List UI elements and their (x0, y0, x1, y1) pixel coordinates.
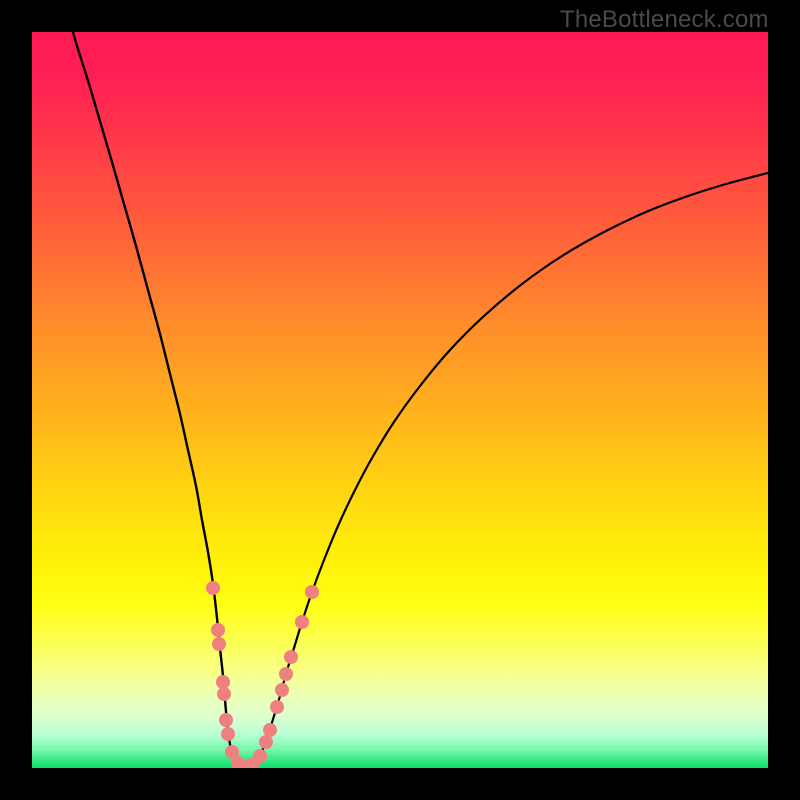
marker-dot (217, 687, 231, 701)
marker-dot (275, 683, 289, 697)
plot-area (32, 32, 768, 768)
marker-dot (305, 585, 319, 599)
marker-dot (212, 637, 226, 651)
marker-dot (253, 749, 267, 763)
marker-dot (221, 727, 235, 741)
marker-dot (206, 581, 220, 595)
curve-right (245, 173, 768, 768)
watermark-text: TheBottleneck.com (560, 6, 769, 34)
canvas-root: TheBottleneck.com (0, 0, 800, 800)
marker-dot (259, 735, 273, 749)
marker-dot (284, 650, 298, 664)
marker-dot (263, 723, 277, 737)
marker-dot (270, 700, 284, 714)
marker-dot (219, 713, 233, 727)
marker-dot (216, 675, 230, 689)
marker-dot (295, 615, 309, 629)
marker-dot (211, 623, 225, 637)
curve-left (73, 32, 245, 768)
marker-dot (279, 667, 293, 681)
curves-svg (32, 32, 768, 768)
